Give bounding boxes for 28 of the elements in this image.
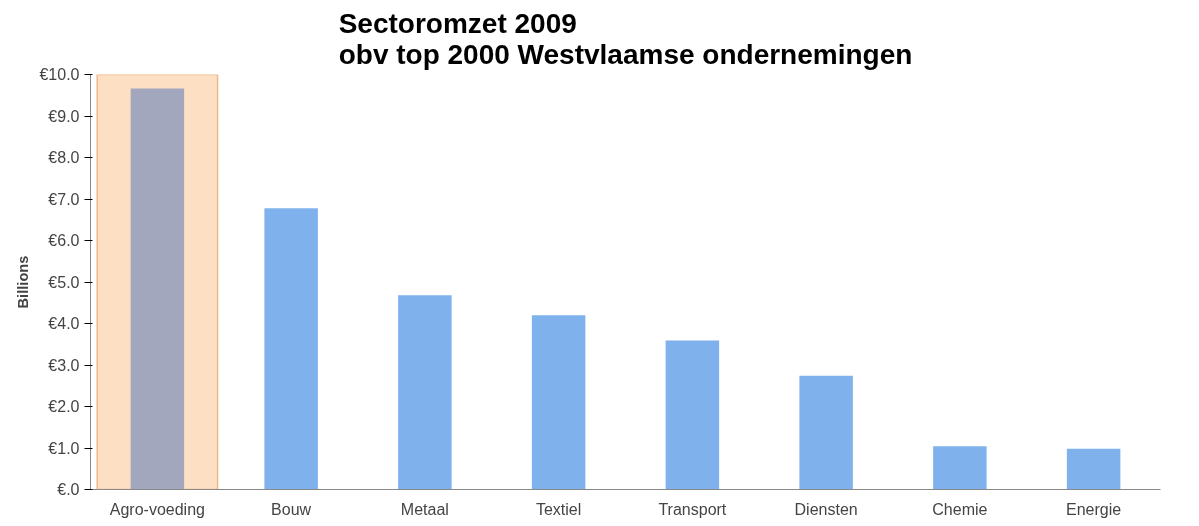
x-tick-label: Energie — [1066, 500, 1122, 518]
bar — [264, 208, 318, 490]
x-tick-label: Chemie — [932, 500, 988, 518]
x-tick-label: Bouw — [271, 500, 312, 518]
y-tick-label: €10.0 — [39, 66, 80, 83]
x-tick-label: Diensten — [794, 500, 858, 518]
x-tick-label: Metaal — [400, 500, 449, 518]
bar — [933, 446, 987, 490]
y-tick-label: €8.0 — [48, 149, 80, 166]
y-axis-title: Billions — [15, 255, 32, 309]
y-tick-label: €4.0 — [48, 315, 80, 332]
y-tick-label: €1.0 — [48, 439, 80, 457]
bar — [665, 340, 720, 490]
bar — [1066, 448, 1121, 490]
x-tick-label: Agro-voeding — [109, 500, 205, 518]
y-tick-label: €3.0 — [48, 356, 80, 374]
y-tick-label: €.0 — [57, 481, 80, 498]
chart-title: Sectoromzet 2009 obv top 2000 Westvlaamse ondernemingen — [338, 7, 913, 70]
bar — [398, 295, 452, 490]
x-tick-label: Transport — [658, 500, 727, 518]
y-tick-label: €5.0 — [48, 273, 80, 291]
bar — [531, 315, 586, 490]
y-tick-label: €7.0 — [48, 190, 80, 208]
y-tick-label: €2.0 — [48, 398, 80, 415]
bar — [799, 375, 853, 490]
x-tick-label: Textiel — [535, 500, 582, 518]
y-tick-label: €6.0 — [48, 232, 80, 249]
y-tick-label: €9.0 — [48, 107, 80, 125]
